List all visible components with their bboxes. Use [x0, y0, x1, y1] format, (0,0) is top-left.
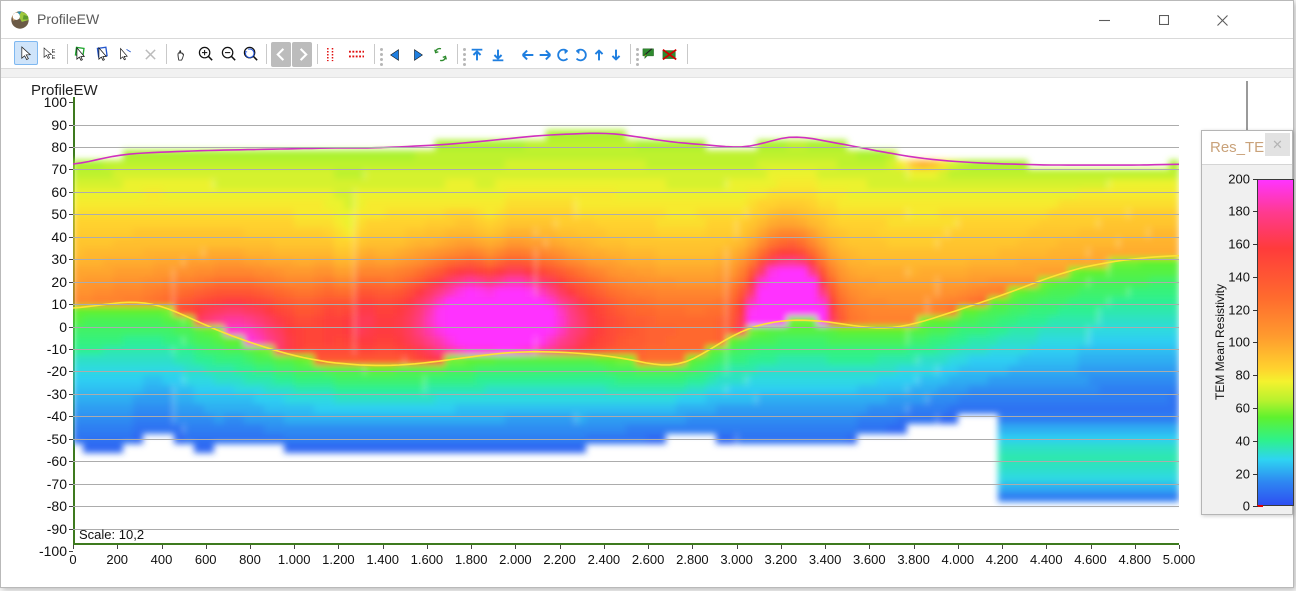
svg-text:E: E	[51, 49, 55, 55]
svg-text:E: E	[51, 55, 55, 61]
